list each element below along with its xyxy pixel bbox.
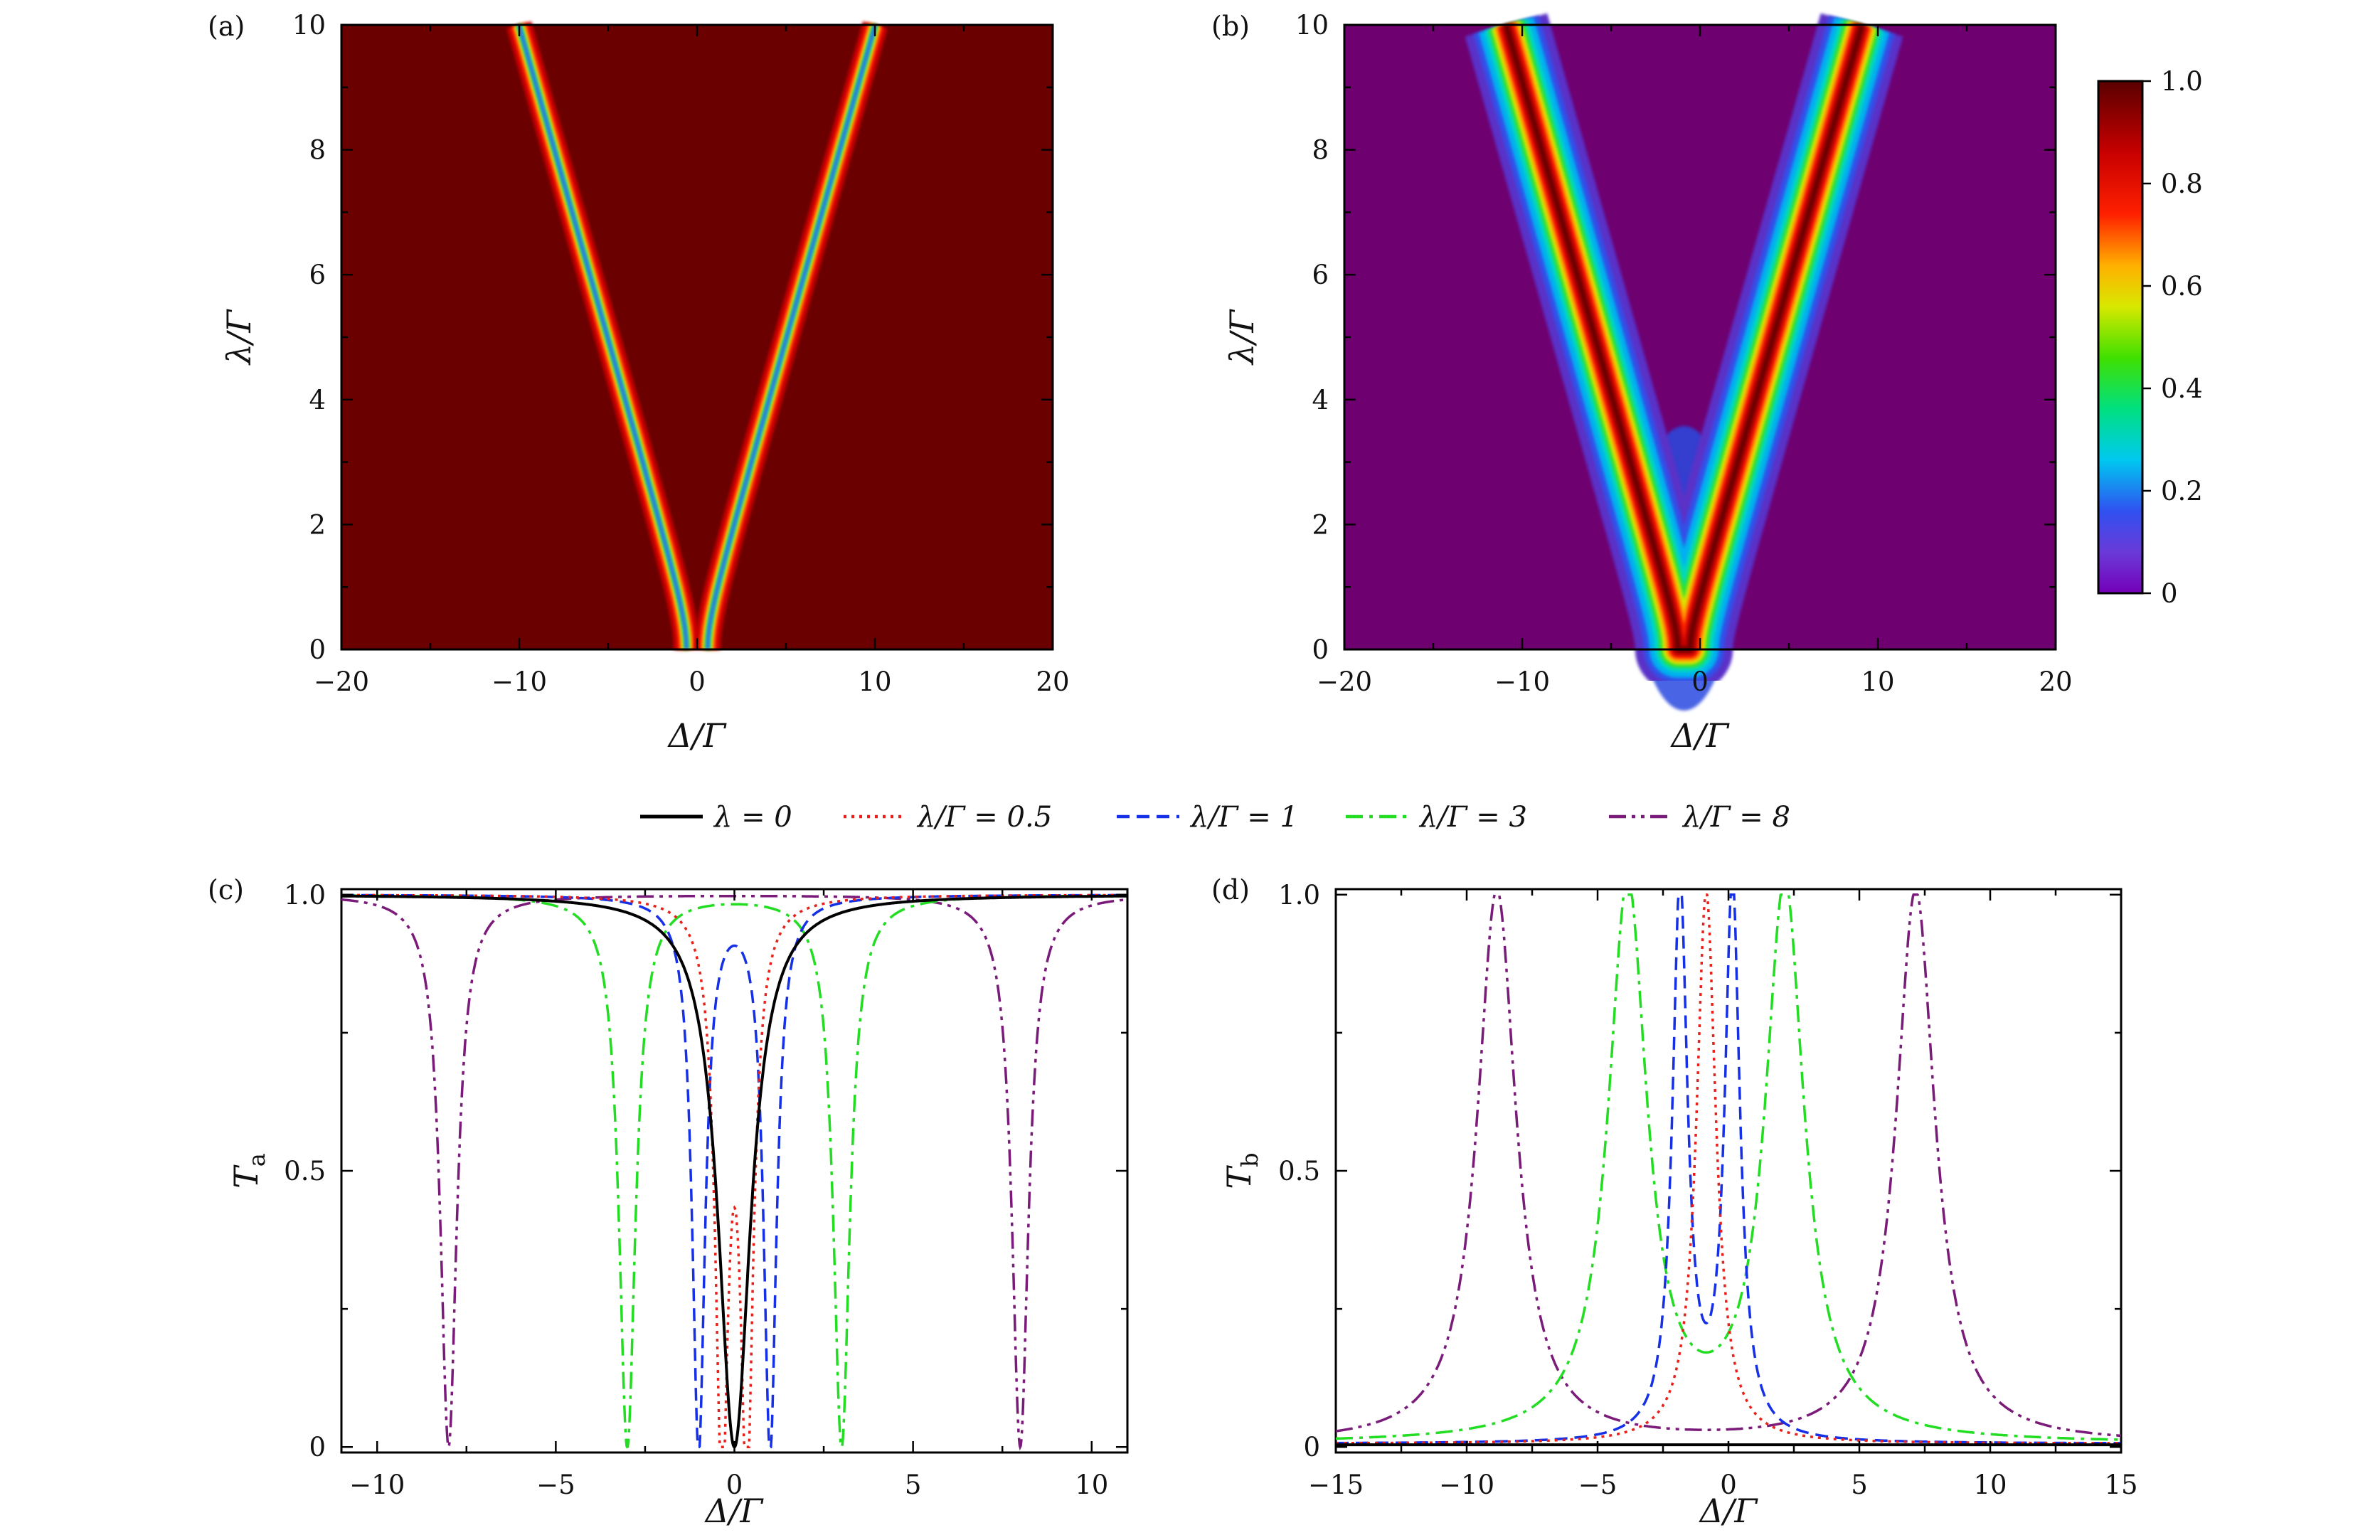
panel-d: (d) −15 −10 −5 0 5 10 15 0 0.5 1.0 Δ/Γ Tb [1211, 874, 2138, 1530]
panel-d-ytick-label: 1.0 [1278, 880, 1320, 910]
panel-c-xlabel: Δ/Γ [704, 1492, 765, 1530]
panel-b-ytick-label: 6 [1312, 260, 1329, 290]
svg-text:Ta: Ta [227, 1153, 270, 1189]
panel-c-series-0.5 [341, 893, 1127, 1448]
colorbar-tick-label: 0.6 [2161, 271, 2203, 302]
panel-a-ytick-label: 2 [309, 509, 326, 540]
panel-a-xtick-label: −20 [314, 667, 369, 697]
panel-b-ytick-label: 0 [1312, 634, 1329, 665]
panel-c: (c) −10 −5 0 5 10 0 0.5 1.0 Δ/Γ Ta [208, 874, 1129, 1530]
panel-d-ylabel-sub: b [1236, 1152, 1263, 1167]
panel-c-xtick-label: 10 [1075, 1470, 1108, 1500]
colorbar-tick-label: 0.2 [2161, 476, 2203, 506]
panel-b-ytick-label: 10 [1295, 10, 1329, 41]
panel-a-dip-band [518, 24, 688, 650]
panel-c-label: (c) [208, 874, 244, 906]
panel-d-xlabel: Δ/Γ [1699, 1492, 1759, 1530]
legend-entry: λ/Γ = 3 [1418, 801, 1527, 834]
panel-b-ytick-label: 8 [1312, 135, 1329, 166]
panel-d-xtick-label: 5 [1851, 1470, 1868, 1500]
panel-a-ytick-label: 6 [309, 260, 326, 290]
colorbar-tick-label: 1.0 [2161, 66, 2203, 97]
panel-d-frame [1334, 888, 2123, 1454]
panel-a-dip-band [706, 24, 876, 650]
panel-a-xtick-label: 20 [1036, 667, 1069, 697]
panel-d-xtick-label: −10 [1439, 1470, 1494, 1500]
panel-d-series-8 [1335, 893, 2122, 1438]
panel-c-ylabel-sub: a [243, 1153, 270, 1167]
panel-c-ylabel-main: T [227, 1164, 265, 1189]
panel-c-xtick-label: 0 [726, 1470, 743, 1500]
panel-a-ytick-label: 4 [309, 385, 326, 415]
panel-d-ylabel: Tb [1220, 1152, 1263, 1189]
legend-entry: λ/Γ = 1 [1189, 801, 1298, 834]
panel-a-xlabel: Δ/Γ [667, 716, 728, 755]
legend-entry: λ = 0 [713, 801, 792, 834]
panel-d-xtick-label: 0 [1720, 1470, 1737, 1500]
panel-b-label: (b) [1211, 11, 1250, 42]
panel-a-ytick-label: 0 [309, 634, 326, 665]
panel-a-ylabel: λ/Γ [220, 309, 258, 366]
panel-d-series-3 [1336, 893, 2121, 1441]
panel-a-label: (a) [208, 11, 245, 42]
panel-c-xtick-label: 5 [905, 1470, 922, 1500]
panel-b-xtick-label: −20 [1317, 667, 1372, 697]
legend-entry: λ/Γ = 0.5 [916, 801, 1052, 834]
panel-b-xlabel: Δ/Γ [1670, 716, 1731, 755]
colorbar-gradient [2097, 80, 2144, 595]
panel-c-xtick-label: −10 [349, 1470, 405, 1500]
panel-a-dip-lines [506, 21, 888, 650]
panel-c-xtick-label: −5 [536, 1470, 575, 1500]
panel-b-ytick-label: 2 [1312, 509, 1329, 540]
panel-b-ylabel: λ/Γ [1223, 309, 1261, 366]
colorbar-tick-label: 0.8 [2161, 169, 2203, 199]
colorbar-tick-label: 0.4 [2161, 373, 2203, 404]
panel-a-xtick-label: −10 [492, 667, 547, 697]
panel-d-xtick-label: 15 [2104, 1470, 2137, 1500]
panel-a-ytick-label: 10 [292, 10, 326, 41]
panel-b: (b) −20 −10 0 10 20 0 2 4 6 8 10 Δ/Γ λ/Γ 0 0.2 0.4 0.… [1211, 0, 2203, 755]
panel-d-ytick-label: 0 [1303, 1432, 1320, 1462]
panel-c-ytick-label: 0 [309, 1432, 326, 1462]
panel-c-ylabel: Ta [227, 1153, 270, 1189]
svg-text:Tb: Tb [1220, 1152, 1263, 1189]
panel-d-xtick-label: −15 [1308, 1470, 1364, 1500]
panel-d-ylabel-main: T [1220, 1165, 1258, 1189]
panel-a-xtick-label: 0 [689, 667, 706, 697]
colorbar-tick-label: 0 [2161, 578, 2178, 609]
panel-d-ytick-label: 0.5 [1278, 1156, 1320, 1186]
panel-b-ytick-label: 4 [1312, 385, 1329, 415]
panel-a-xtick-label: 10 [858, 667, 891, 697]
panel-b-xtick-label: −10 [1494, 667, 1550, 697]
panel-d-xtick-label: −5 [1578, 1470, 1617, 1500]
colorbar: 0 0.2 0.4 0.6 0.8 1.0 [2097, 66, 2203, 609]
panel-c-ytick-label: 1.0 [284, 880, 326, 910]
panel-d-xtick-label: 10 [1973, 1470, 2007, 1500]
panel-c-series-1 [341, 893, 1127, 1448]
panel-a-ytick-label: 8 [309, 135, 326, 166]
panel-a: (a) −20 −10 0 10 20 0 2 4 6 8 10 Δ/Γ λ/Γ [208, 10, 1070, 755]
legend: λ = 0 λ/Γ = 0.5 λ/Γ = 1 λ/Γ = 3 λ/Γ = 8 [640, 801, 1790, 834]
panel-a-heatmap-background [341, 25, 1053, 649]
panel-b-xtick-label: 0 [1691, 667, 1709, 697]
legend-entry: λ/Γ = 8 [1682, 801, 1790, 834]
panel-b-xtick-label: 20 [2039, 667, 2072, 697]
panel-c-ytick-label: 0.5 [284, 1156, 326, 1186]
panel-b-xtick-label: 10 [1861, 667, 1894, 697]
panel-d-label: (d) [1211, 874, 1250, 906]
